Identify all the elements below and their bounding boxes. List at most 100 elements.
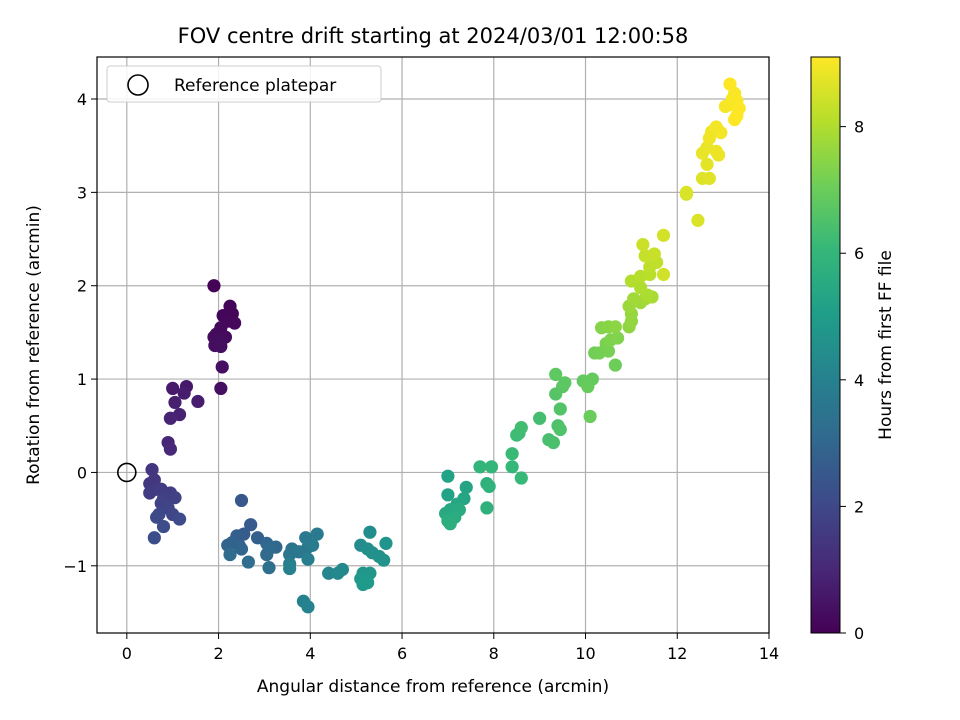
data-point: [156, 519, 171, 534]
data-point: [558, 376, 572, 390]
colorbar-tick-label: 2: [854, 497, 864, 516]
legend-label: Reference platepar: [174, 76, 336, 96]
y-tick-label: −1: [63, 557, 87, 576]
x-axis-label: Angular distance from reference (arcmin): [257, 677, 609, 697]
legend: Reference platepar: [106, 65, 382, 103]
data-point: [702, 171, 716, 185]
x-tick-label: 4: [305, 644, 315, 663]
data-point: [656, 228, 671, 242]
data-point: [215, 360, 229, 374]
data-point: [143, 486, 157, 500]
y-tick-label: 0: [77, 463, 87, 482]
data-point: [583, 409, 597, 424]
data-point: [611, 331, 625, 345]
data-point: [150, 510, 164, 524]
data-point: [283, 561, 297, 576]
x-tick-label: 8: [489, 644, 499, 663]
colorbar-tick-label: 6: [854, 244, 864, 263]
data-point: [441, 488, 455, 502]
data-point: [679, 185, 694, 199]
data-point: [260, 547, 274, 562]
data-point: [608, 320, 622, 334]
data-point: [379, 536, 393, 550]
x-axis-ticks: 0 2 4 6 8 10 12 14: [122, 633, 779, 663]
data-point: [145, 463, 159, 477]
data-point: [234, 542, 249, 556]
data-point: [549, 367, 563, 382]
legend-box: [106, 65, 382, 103]
chart-title: FOV centre drift starting at 2024/03/01 …: [178, 24, 689, 48]
data-points: [143, 77, 746, 614]
y-tick-label: 3: [77, 183, 87, 202]
data-point: [301, 600, 315, 614]
data-point: [363, 525, 377, 539]
data-point: [223, 547, 237, 562]
data-point: [473, 460, 487, 474]
data-point: [214, 339, 228, 354]
x-tick-label: 2: [213, 644, 223, 663]
y-axis-ticks: −1 0 1 2 3 4: [63, 90, 97, 576]
data-point: [700, 157, 714, 171]
data-point: [514, 421, 528, 435]
data-point: [633, 280, 648, 295]
data-point: [482, 479, 496, 494]
y-tick-label: 4: [77, 90, 87, 109]
data-point: [163, 411, 177, 425]
data-point: [484, 460, 499, 474]
data-point: [441, 469, 455, 483]
data-point: [691, 213, 705, 227]
data-point: [636, 238, 650, 252]
y-tick-label: 2: [77, 277, 87, 296]
data-point: [168, 395, 182, 410]
x-tick-label: 12: [667, 644, 687, 663]
colorbar-ticks: 0 2 4 6 8: [840, 118, 864, 643]
data-point: [305, 538, 320, 552]
data-point: [505, 460, 519, 474]
data-point: [553, 402, 567, 416]
colorbar-gradient: [810, 56, 841, 634]
colorbar-tick-label: 4: [854, 371, 864, 390]
data-point: [581, 379, 595, 394]
data-point: [443, 517, 457, 531]
x-tick-label: 10: [575, 644, 595, 663]
grid: [97, 57, 770, 633]
data-point: [241, 555, 255, 569]
data-point: [228, 316, 242, 330]
data-point: [335, 562, 350, 577]
colorbar: 0 2 4 6 8 Hours from first FF file: [810, 56, 896, 643]
data-point: [301, 552, 315, 566]
colorbar-label: Hours from first FF file: [876, 250, 896, 440]
colorbar-tick-label: 8: [854, 118, 864, 137]
plot-frame: [96, 56, 770, 634]
data-point: [505, 447, 519, 461]
data-point: [714, 126, 728, 140]
data-point: [234, 493, 249, 508]
data-point: [172, 512, 187, 526]
data-point: [191, 394, 205, 409]
data-point: [533, 411, 547, 425]
data-point: [546, 435, 561, 450]
x-tick-label: 14: [759, 644, 779, 663]
data-point: [322, 566, 336, 580]
data-point: [207, 279, 221, 293]
x-tick-label: 6: [397, 644, 407, 663]
y-tick-label: 1: [77, 370, 87, 389]
data-point: [656, 267, 671, 282]
data-point: [727, 112, 742, 127]
data-point: [147, 531, 161, 545]
y-axis-label: Rotation from reference (arcmin): [24, 205, 44, 485]
data-point: [514, 471, 528, 485]
data-point: [553, 422, 567, 437]
data-point: [163, 442, 177, 456]
data-point: [168, 491, 182, 505]
data-point: [166, 381, 180, 396]
data-point: [647, 247, 661, 261]
data-point: [177, 386, 191, 400]
data-point: [377, 553, 391, 567]
x-tick-label: 0: [122, 644, 132, 663]
data-point: [627, 292, 641, 306]
data-point: [723, 77, 737, 91]
legend-marker-icon: [127, 74, 149, 96]
reference-platepar-marker: [117, 462, 137, 483]
